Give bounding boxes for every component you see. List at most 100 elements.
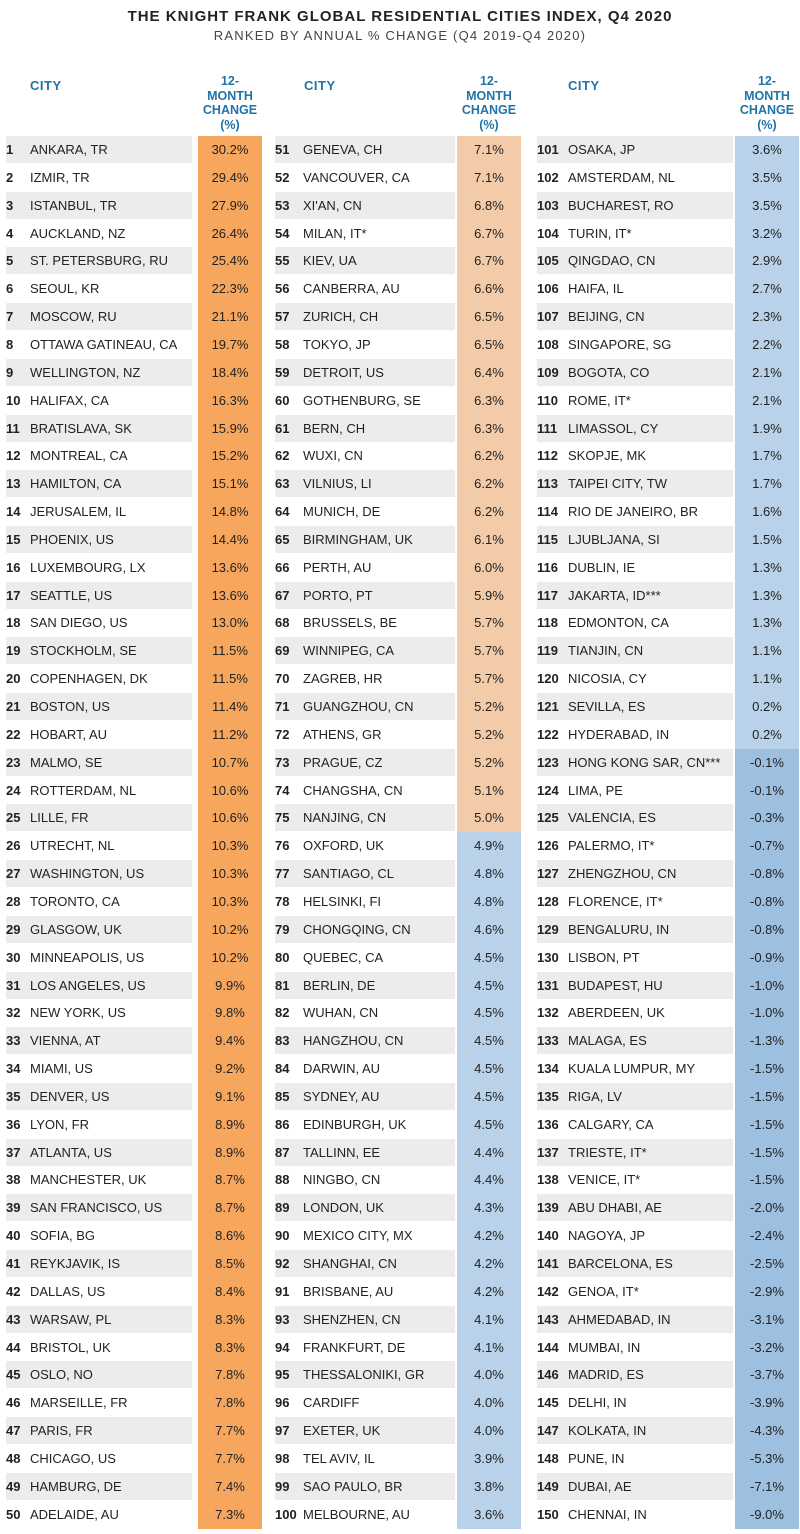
- rank-number: 127: [537, 866, 559, 882]
- value-cell-bg: [198, 1110, 262, 1140]
- city-name: HAIFA, IL: [568, 281, 624, 297]
- row-stripe: [537, 748, 733, 776]
- value-cell-bg: [198, 163, 262, 193]
- table-row: 22 HOBART, AU 11.2%: [6, 721, 262, 748]
- city-name: MIAMI, US: [30, 1061, 93, 1077]
- value-cell-bg: [457, 720, 521, 750]
- value-cell-bg: [198, 1361, 262, 1390]
- value-cell-bg: [457, 1277, 521, 1307]
- table-row: 14 JERUSALEM, IL 14.8%: [6, 498, 262, 525]
- table-row: 26 UTRECHT, NL 10.3%: [6, 832, 262, 859]
- table-row: 128 FLORENCE, IT* -0.8%: [537, 888, 799, 915]
- row-stripe: [275, 971, 455, 999]
- city-name: LJUBLJANA, SI: [568, 531, 660, 547]
- city-name: QUEBEC, CA: [303, 949, 384, 965]
- table-row: 109 BOGOTA, CO 2.1%: [537, 359, 799, 386]
- value-cell-bg: [198, 1500, 262, 1529]
- city-name: LONDON, UK: [303, 1200, 384, 1216]
- rank-number: 108: [537, 336, 559, 352]
- table-row: 80 QUEBEC, CA 4.5%: [275, 944, 521, 971]
- value-cell-bg: [457, 1305, 521, 1335]
- table-row: 146 MADRID, ES -3.7%: [537, 1361, 799, 1388]
- city-name: WARSAW, PL: [30, 1311, 112, 1327]
- rank-number: 35: [6, 1088, 21, 1104]
- rank-number: 81: [275, 977, 290, 993]
- change-column-header: 12- MONTH CHANGE (%): [456, 74, 522, 132]
- table-row: 97 EXETER, UK 4.0%: [275, 1417, 521, 1444]
- rank-number: 62: [275, 448, 290, 464]
- row-stripe: [275, 915, 455, 943]
- table-row: 93 SHENZHEN, CN 4.1%: [275, 1306, 521, 1333]
- table-row: 82 WUHAN, CN 4.5%: [275, 999, 521, 1026]
- city-name: BOGOTA, CO: [568, 364, 650, 380]
- rank-number: 91: [275, 1283, 290, 1299]
- row-stripe: [275, 470, 455, 498]
- table-row: 123 HONG KONG SAR, CN*** -0.1%: [537, 749, 799, 776]
- table-row: 53 XI'AN, CN 6.8%: [275, 192, 521, 219]
- city-name: HYDERABAD, IN: [568, 726, 670, 742]
- change-value: -1.5%: [750, 1172, 784, 1188]
- change-value: 4.5%: [474, 1005, 504, 1021]
- rank-number: 89: [275, 1200, 290, 1216]
- value-cell-bg: [735, 330, 799, 360]
- table-row: 150 CHENNAI, IN -9.0%: [537, 1501, 799, 1528]
- table-row: 68 BRUSSELS, BE 5.7%: [275, 609, 521, 636]
- change-value: 14.8%: [211, 504, 249, 520]
- change-value: 6.6%: [474, 281, 504, 297]
- rank-number: 13: [6, 476, 21, 492]
- change-value: 2.7%: [752, 281, 782, 297]
- city-name: GLASGOW, UK: [30, 921, 122, 937]
- city-name: ZURICH, CH: [303, 309, 379, 325]
- row-stripe: [6, 1472, 192, 1500]
- city-name: BENGALURU, IN: [568, 921, 670, 937]
- value-cell-bg: [735, 498, 799, 527]
- table-row: 24 ROTTERDAM, NL 10.6%: [6, 777, 262, 804]
- row-stripe: [6, 1250, 192, 1277]
- change-value: 9.4%: [215, 1033, 245, 1049]
- change-value: 4.3%: [474, 1200, 504, 1216]
- change-value: 1.3%: [752, 559, 782, 575]
- city-name: XI'AN, CN: [303, 197, 362, 213]
- value-cell-bg: [198, 1277, 262, 1307]
- table-row: 54 MILAN, IT* 6.7%: [275, 220, 521, 247]
- change-value: 1.7%: [752, 448, 782, 464]
- change-value: 9.1%: [215, 1088, 245, 1104]
- table-row: 32 NEW YORK, US 9.8%: [6, 999, 262, 1026]
- change-value: 10.7%: [211, 754, 249, 770]
- change-value: 6.4%: [474, 364, 504, 380]
- table-row: 129 BENGALURU, IN -0.8%: [537, 916, 799, 943]
- table-row: 8 OTTAWA GATINEAU, CA 19.7%: [6, 331, 262, 358]
- change-value: 10.2%: [211, 949, 249, 965]
- change-value: -1.5%: [750, 1144, 784, 1160]
- city-name: MOSCOW, RU: [30, 309, 117, 325]
- city-name: CANBERRA, AU: [303, 281, 400, 297]
- change-value: -2.4%: [750, 1228, 784, 1244]
- table-row: 16 LUXEMBOURG, LX 13.6%: [6, 554, 262, 581]
- row-stripe: [6, 136, 192, 163]
- city-name: WASHINGTON, US: [30, 866, 145, 882]
- change-value: 10.6%: [211, 782, 249, 798]
- change-value: 5.7%: [474, 615, 504, 631]
- value-cell-bg: [198, 498, 262, 527]
- rank-number: 76: [275, 838, 290, 854]
- table-row: 136 CALGARY, CA -1.5%: [537, 1111, 799, 1138]
- rank-number: 130: [537, 949, 559, 965]
- rank-number: 113: [537, 476, 558, 492]
- rank-number: 54: [275, 225, 290, 241]
- change-header-line: CHANGE: [461, 103, 517, 117]
- value-cell-bg: [198, 414, 262, 443]
- change-value: 27.9%: [211, 197, 249, 213]
- table-row: 10 HALIFAX, CA 16.3%: [6, 387, 262, 414]
- rank-number: 149: [537, 1478, 559, 1494]
- value-cell-bg: [457, 971, 521, 1000]
- value-cell-bg: [735, 219, 799, 248]
- change-value: 3.9%: [474, 1450, 504, 1466]
- change-value: -1.5%: [750, 1088, 784, 1104]
- rank-number: 84: [275, 1061, 290, 1077]
- change-value: 1.7%: [752, 476, 782, 492]
- value-cell-bg: [457, 1250, 521, 1279]
- city-name: BERN, CH: [303, 420, 366, 436]
- change-value: 1.3%: [752, 587, 782, 603]
- table-row: 87 TALLINN, EE 4.4%: [275, 1139, 521, 1166]
- change-value: -7.1%: [750, 1478, 784, 1494]
